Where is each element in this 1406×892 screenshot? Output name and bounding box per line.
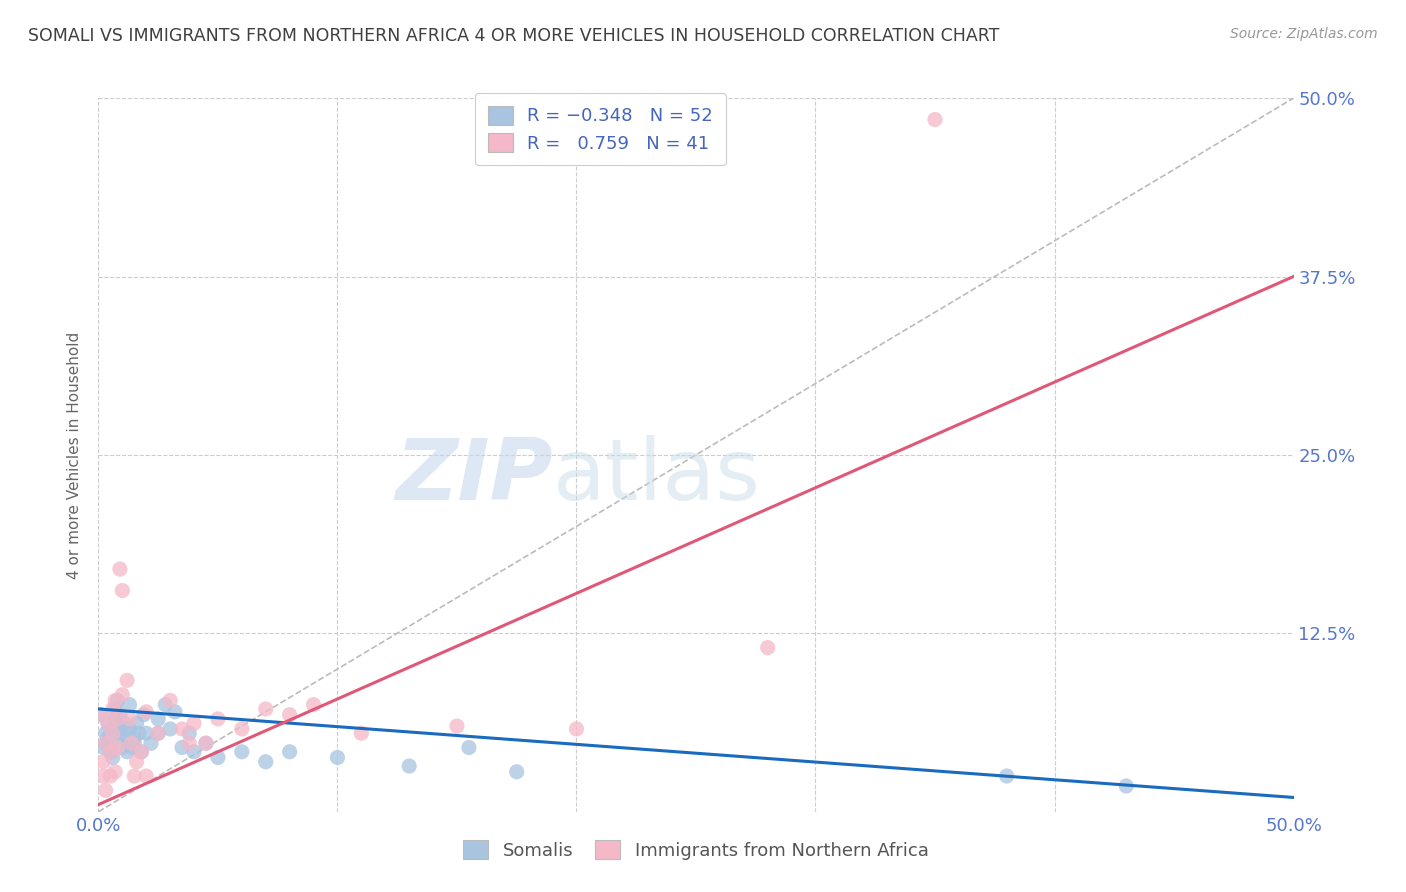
Text: ZIP: ZIP <box>395 434 553 518</box>
Point <box>995 769 1018 783</box>
Point <box>101 750 124 764</box>
Point <box>107 693 129 707</box>
Point <box>98 745 122 759</box>
Point <box>115 673 138 688</box>
Point <box>155 698 177 712</box>
Point <box>104 712 127 726</box>
Point <box>91 755 114 769</box>
Point <box>207 712 229 726</box>
Point <box>98 769 122 783</box>
Point <box>163 705 186 719</box>
Point <box>159 722 181 736</box>
Point <box>104 693 127 707</box>
Point <box>131 745 153 759</box>
Point <box>108 726 131 740</box>
Point <box>98 733 122 747</box>
Point <box>108 707 131 722</box>
Point <box>302 698 325 712</box>
Point <box>101 702 124 716</box>
Point <box>124 769 146 783</box>
Point <box>101 722 124 736</box>
Point <box>97 731 120 745</box>
Point <box>107 712 129 726</box>
Point <box>101 726 124 740</box>
Text: SOMALI VS IMMIGRANTS FROM NORTHERN AFRICA 4 OR MORE VEHICLES IN HOUSEHOLD CORREL: SOMALI VS IMMIGRANTS FROM NORTHERN AFRIC… <box>28 27 1000 45</box>
Point <box>114 716 136 731</box>
Point <box>118 712 141 726</box>
Point <box>125 755 148 769</box>
Point <box>172 740 194 755</box>
Point <box>131 745 153 759</box>
Point <box>183 745 205 759</box>
Point <box>97 716 120 731</box>
Point <box>278 745 301 759</box>
Point <box>124 731 146 745</box>
Point <box>231 722 253 736</box>
Point <box>148 712 170 726</box>
Point <box>924 112 946 127</box>
Point <box>107 740 129 755</box>
Point <box>326 750 349 764</box>
Point <box>118 722 141 736</box>
Point <box>128 726 150 740</box>
Point <box>108 562 131 576</box>
Point <box>94 726 117 740</box>
Point <box>506 764 529 779</box>
Point <box>159 693 181 707</box>
Point <box>278 707 301 722</box>
Point <box>91 769 114 783</box>
Point <box>115 745 138 759</box>
Point <box>148 726 170 740</box>
Point <box>135 705 157 719</box>
Point <box>124 736 146 750</box>
Point <box>115 736 138 750</box>
Point <box>172 722 194 736</box>
Point <box>139 736 162 750</box>
Point <box>111 688 134 702</box>
Point <box>104 764 127 779</box>
Point <box>254 702 277 716</box>
Point <box>135 726 157 740</box>
Point <box>132 707 155 722</box>
Point <box>111 583 134 598</box>
Point <box>121 740 143 755</box>
Point <box>118 698 141 712</box>
Point <box>125 716 148 731</box>
Point <box>94 736 117 750</box>
Point <box>148 726 170 740</box>
Point <box>135 769 157 783</box>
Point <box>104 702 127 716</box>
Point <box>446 719 468 733</box>
Point <box>94 783 117 797</box>
Point <box>194 736 218 750</box>
Point <box>114 722 136 736</box>
Point <box>565 722 588 736</box>
Point <box>458 740 481 755</box>
Point <box>91 740 114 755</box>
Point <box>207 750 229 764</box>
Point <box>183 716 205 731</box>
Point <box>94 736 117 750</box>
Point <box>1115 779 1137 793</box>
Point <box>111 740 134 755</box>
Point <box>111 731 134 745</box>
Point <box>90 707 112 722</box>
Text: atlas: atlas <box>553 434 761 518</box>
Point <box>121 736 143 750</box>
Point <box>398 759 420 773</box>
Point <box>97 716 120 731</box>
Point <box>179 736 201 750</box>
Point <box>90 707 112 722</box>
Point <box>107 719 129 733</box>
Point <box>98 745 122 759</box>
Legend: Somalis, Immigrants from Northern Africa: Somalis, Immigrants from Northern Africa <box>453 829 939 871</box>
Text: Source: ZipAtlas.com: Source: ZipAtlas.com <box>1230 27 1378 41</box>
Point <box>350 726 373 740</box>
Point <box>254 755 277 769</box>
Point <box>179 726 201 740</box>
Point <box>756 640 779 655</box>
Point <box>231 745 253 759</box>
Point <box>194 736 218 750</box>
Y-axis label: 4 or more Vehicles in Household: 4 or more Vehicles in Household <box>67 331 83 579</box>
